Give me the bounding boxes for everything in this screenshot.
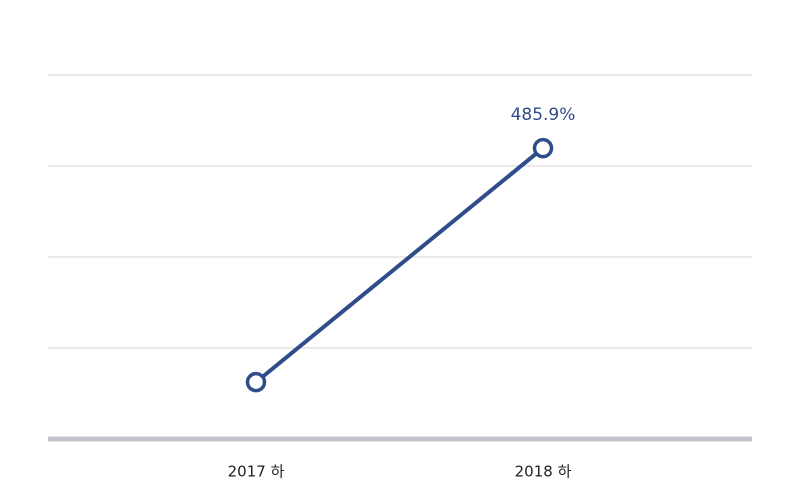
line xyxy=(254,146,545,384)
x-tick-label: 2018 하 xyxy=(515,463,572,481)
x-tick-label: 2017 하 xyxy=(228,463,285,481)
data-label: 485.9% xyxy=(511,105,576,125)
point xyxy=(532,137,554,159)
point xyxy=(245,371,267,393)
